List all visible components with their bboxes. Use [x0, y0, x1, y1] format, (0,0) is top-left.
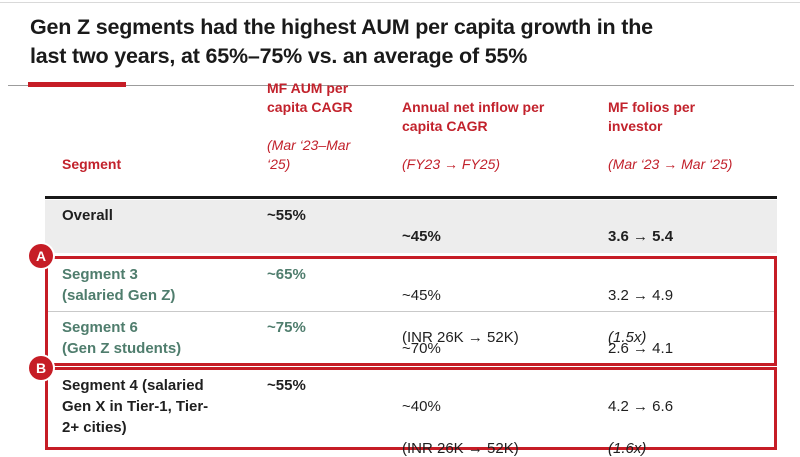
- marker-a-badge: A: [29, 244, 53, 268]
- cell-segment3-inflow: ~45% (INR 26K → 52K): [402, 264, 607, 369]
- col-header-aum-cagr-period: (Mar ‘23–Mar ‘25): [267, 137, 351, 172]
- cell-overall-inflow-cagr: ~45%: [402, 228, 441, 245]
- header-bottom-rule: [45, 196, 777, 199]
- col-header-folios-title: MF folios per investor: [608, 99, 696, 134]
- highlight-box-b: Segment 4 (salaried Gen X in Tier-1, Tie…: [45, 367, 777, 457]
- col-header-aum-cagr: MF AUM per capita CAGR (Mar ‘23–Mar ‘25): [267, 60, 407, 193]
- col-header-segment: Segment: [62, 136, 121, 193]
- cell-segment4-folios-mult: (1.6x): [608, 440, 647, 457]
- cell-segment6-aum-cagr: ~75%: [267, 319, 306, 336]
- cell-segment3-folios-change: 3.2 → 4.9: [608, 287, 674, 304]
- slide-title: Gen Z segments had the highest AUM per c…: [30, 15, 653, 68]
- cell-segment4-inflow-abs: (INR 26K → 52K): [402, 440, 519, 457]
- cell-segment4-folios-change: 4.2 → 6.6: [608, 398, 674, 415]
- cell-segment6-label: Segment 6 (Gen Z students): [62, 319, 182, 357]
- cell-segment3-folios: 3.2 → 4.9 (1.5x): [608, 264, 776, 369]
- col-header-aum-cagr-title: MF AUM per capita CAGR: [267, 80, 353, 115]
- cell-segment3-aum-cagr: ~65%: [267, 266, 306, 283]
- col-header-inflow-cagr-period: (FY23 → FY25): [402, 156, 501, 172]
- table-row-segment6: Segment 6 (Gen Z students) ~75% ~70% (IN…: [48, 312, 774, 399]
- title-accent-bar: [28, 82, 126, 87]
- table-row-segment3: Segment 3 (salaried Gen Z) ~65% ~45% (IN…: [48, 259, 774, 346]
- cell-segment4-inflow-cagr: ~40%: [402, 398, 441, 415]
- col-header-inflow-cagr: Annual net inflow per capita CAGR (FY23 …: [402, 79, 617, 193]
- cell-segment3-label: Segment 3 (salaried Gen Z): [62, 266, 176, 304]
- cell-segment4-folios: 4.2 → 6.6 (1.6x): [608, 375, 776, 457]
- cell-segment4-aum-cagr: ~55%: [267, 377, 306, 394]
- cell-segment3-folios-mult: (1.5x): [608, 329, 647, 346]
- cell-segment3-inflow-cagr: ~45%: [402, 287, 441, 304]
- cell-segment4-label: Segment 4 (salaried Gen X in Tier-1, Tie…: [62, 377, 209, 436]
- col-header-inflow-cagr-title: Annual net inflow per capita CAGR: [402, 99, 545, 134]
- cell-segment3-inflow-abs: (INR 26K → 52K): [402, 329, 519, 346]
- title-divider-rule: [8, 85, 794, 86]
- col-header-folios-period: (Mar ‘23 → Mar ‘25): [608, 156, 733, 172]
- row-separator: [48, 311, 774, 312]
- highlight-box-a: Segment 3 (salaried Gen Z) ~65% ~45% (IN…: [45, 256, 777, 399]
- table-row-overall: Overall ~55% ~45% (INR 24K → 51K) 3.6 → …: [45, 200, 777, 287]
- col-header-folios: MF folios per investor (Mar ‘23 → Mar ‘2…: [608, 79, 798, 193]
- cell-segment6-folios-change: 2.6 → 4.1: [608, 340, 674, 357]
- cell-overall-aum-cagr: ~55%: [267, 207, 306, 224]
- marker-b-badge: B: [29, 356, 53, 380]
- cell-overall-segment: Overall: [62, 207, 113, 224]
- top-hairline: [0, 2, 800, 3]
- cell-segment4-inflow: ~40% (INR 26K → 52K): [402, 375, 607, 457]
- cell-segment6-inflow-cagr: ~70%: [402, 340, 441, 357]
- cell-overall-folios-change: 3.6 → 5.4: [608, 228, 674, 245]
- col-header-segment-title: Segment: [62, 156, 122, 172]
- table-row-segment4: Segment 4 (salaried Gen X in Tier-1, Tie…: [48, 370, 774, 457]
